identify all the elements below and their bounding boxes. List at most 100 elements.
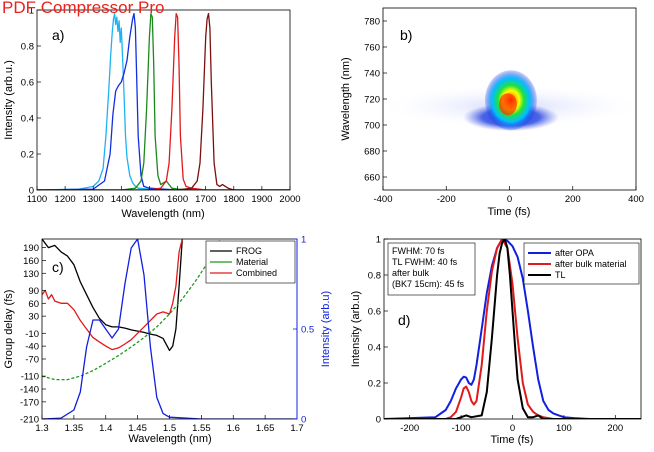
y-tick-label: 160 — [23, 256, 39, 267]
right-tick-label: 0.5 — [301, 325, 314, 336]
x-tick-label: -200 — [400, 423, 419, 434]
y-tick-label: 660 — [364, 173, 380, 184]
panel-a-xlabel: Wavelength (nm) — [121, 208, 204, 220]
x-tick-label: 1500 — [139, 194, 160, 205]
panel-c-label: c) — [52, 259, 64, 275]
series-green — [37, 12, 290, 190]
y-tick-label: 680 — [364, 147, 380, 158]
x-tick-label: 1.65 — [256, 423, 275, 434]
x-tick-label: 1800 — [223, 194, 244, 205]
panel-b-xlabel: Time (fs) — [488, 206, 531, 218]
y-tick-label: 1 — [29, 6, 34, 17]
y-tick-label: -170 — [20, 397, 39, 408]
legend-after-bulk: after bulk material — [555, 259, 627, 269]
x-tick-label: -200 — [437, 194, 456, 205]
x-tick-label: 1200 — [55, 194, 76, 205]
series-cyan — [37, 12, 290, 190]
x-tick-label: 1.4 — [99, 423, 112, 434]
annotation-line-4: (BK7 15cm): 45 fs — [392, 279, 465, 289]
y-tick-label: 0.8 — [368, 271, 381, 282]
panel-c-legend: FROG Material Combined — [205, 240, 296, 284]
y-tick-label: -10 — [25, 329, 39, 340]
x-tick-label: 1.7 — [290, 423, 303, 434]
x-tick-label: 1.35 — [65, 423, 84, 434]
right-tick-label: 1 — [301, 235, 306, 246]
panel-b-label: b) — [400, 27, 412, 43]
x-tick-label: -400 — [373, 194, 392, 205]
y-tick-label: 0.6 — [21, 78, 34, 89]
y-tick-label: 60 — [28, 299, 39, 310]
x-tick-label: 200 — [607, 423, 623, 434]
x-tick-label: 1900 — [251, 194, 272, 205]
x-tick-label: 2000 — [279, 194, 300, 205]
x-tick-label: 1.3 — [35, 423, 48, 434]
panel-d-xlabel: Time (fs) — [491, 434, 534, 446]
x-tick-label: -100 — [452, 423, 471, 434]
series-after-bulk-material — [384, 239, 641, 419]
x-tick-label: 1600 — [167, 194, 188, 205]
y-tick-label: 760 — [364, 43, 380, 54]
panel-a-ylabel: Intensity (arb.u.) — [3, 60, 15, 139]
x-tick-label: 1300 — [83, 194, 104, 205]
annotation-line-1: FWHM: 70 fs — [392, 246, 445, 256]
x-tick-label: 100 — [556, 423, 572, 434]
x-tick-label: 1.6 — [227, 423, 240, 434]
legend-after-opa: after OPA — [555, 248, 594, 258]
legend-material: Material — [236, 257, 268, 267]
y-tick-label: -140 — [20, 385, 39, 396]
panel-a-spectra: 1100 1200 1300 1400 1500 1600 1700 1800 1900 2000… — [3, 6, 301, 221]
y-tick-label: 720 — [364, 95, 380, 106]
y-tick-label: 780 — [364, 17, 380, 28]
panel-d-annotation: FWHM: 70 fs TL FWHM: 40 fs after bulk (B… — [387, 242, 476, 296]
y-tick-label: 0.4 — [21, 114, 34, 125]
panel-c-group-delay: 1.3 1.35 1.4 1.45 1.5 1.55 1.6 1.65 1.7-210-170-… — [3, 235, 332, 446]
y-tick-label: 1 — [376, 235, 381, 246]
panel-d-legend: after OPA after bulk material TL — [523, 242, 640, 285]
y-tick-label: 700 — [364, 121, 380, 132]
y-tick-label: 30 — [28, 312, 39, 323]
panel-c-ylabel-right: Intensity (arb.u) — [320, 291, 332, 367]
panel-a-label: a) — [52, 27, 64, 43]
y-tick-label: -70 — [25, 355, 39, 366]
panel-d-temporal-profile: -200 -100 0 100 200 0 0.2 0.4 0.6 0.8 1 d) Time (f… — [350, 235, 642, 446]
series-blue — [37, 12, 290, 190]
y-tick-label: 0.2 — [368, 379, 381, 390]
series-tl — [384, 239, 641, 419]
panel-d-ylabel: Intensity (arb.u) — [350, 291, 362, 367]
panel-b-ylabel: Wavelength (nm) — [340, 57, 352, 140]
y-tick-label: 740 — [364, 69, 380, 80]
x-tick-label: 1400 — [111, 194, 132, 205]
annotation-line-3: after bulk — [392, 268, 430, 278]
legend-frog: FROG — [236, 246, 262, 256]
y-tick-label: 0.2 — [21, 150, 34, 161]
y-tick-label: 0.6 — [368, 307, 381, 318]
series-material — [42, 239, 222, 381]
legend-combined: Combined — [236, 268, 277, 278]
legend-tl: TL — [555, 270, 566, 280]
y-tick-label: 190 — [23, 243, 39, 254]
x-tick-label: 400 — [628, 194, 644, 205]
series-red — [37, 12, 290, 190]
y-tick-label: -110 — [21, 372, 39, 383]
series-spectrum — [42, 239, 297, 419]
x-tick-label: 1.45 — [128, 423, 147, 434]
annotation-line-2: TL FWHM: 40 fs — [392, 257, 458, 267]
x-tick-label: 1.5 — [163, 423, 176, 434]
frog-heatmap — [375, 70, 646, 132]
y-tick-label: 90 — [28, 286, 39, 297]
right-tick-label: 0 — [301, 415, 306, 426]
series-combined — [42, 239, 183, 351]
y-tick-label: 0.8 — [21, 42, 34, 53]
y-tick-label: 0 — [29, 186, 34, 197]
panel-c-xlabel: Wavelength (nm) — [128, 433, 211, 445]
x-tick-label: 1700 — [195, 194, 216, 205]
x-tick-label: 0 — [507, 194, 512, 205]
x-tick-label: 1100 — [27, 194, 47, 205]
series-dark-red — [37, 12, 290, 190]
x-tick-label: 0 — [510, 423, 515, 434]
y-tick-label: 0 — [376, 415, 381, 426]
panel-d-label: d) — [398, 312, 410, 328]
panel-c-ylabel: Group delay (fs) — [3, 290, 15, 369]
y-tick-label: 130 — [23, 269, 39, 280]
